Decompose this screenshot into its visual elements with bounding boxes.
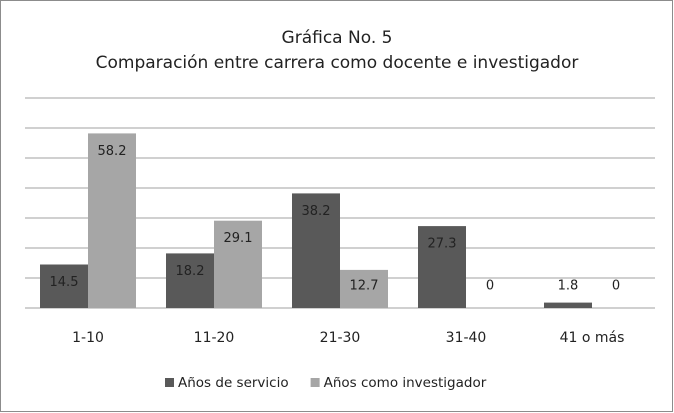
x-tick-label: 41 o más (560, 330, 625, 346)
x-tick-label: 21-30 (320, 330, 361, 346)
bar (40, 264, 88, 308)
value-label: 12.7 (350, 279, 379, 294)
value-label: 1.8 (558, 279, 579, 294)
value-label: 38.2 (302, 204, 331, 219)
legend-swatch (165, 378, 174, 387)
value-label: 0 (612, 279, 620, 294)
legend-swatch (310, 378, 320, 387)
value-label: 14.5 (50, 275, 79, 290)
chart-subtitle: Comparación entre carrera como docente e… (96, 53, 579, 73)
x-tick-label: 31-40 (446, 330, 487, 346)
bar (292, 193, 340, 308)
x-tick-label: 1-10 (72, 330, 104, 346)
value-label: 0 (486, 279, 494, 294)
bar (544, 302, 592, 308)
legend-label: Años de servicio (178, 375, 289, 391)
value-label: 27.3 (428, 237, 457, 252)
legend-label: Años como investigador (324, 375, 487, 391)
value-label: 58.2 (98, 144, 127, 159)
value-label: 18.2 (176, 264, 205, 279)
bar (166, 253, 214, 308)
chart-title: Gráfica No. 5 (282, 28, 393, 48)
bar (214, 220, 262, 308)
bar (88, 133, 136, 308)
bar (418, 226, 466, 308)
value-label: 29.1 (224, 231, 253, 246)
bar (340, 269, 388, 308)
x-tick-label: 11-20 (194, 330, 235, 346)
